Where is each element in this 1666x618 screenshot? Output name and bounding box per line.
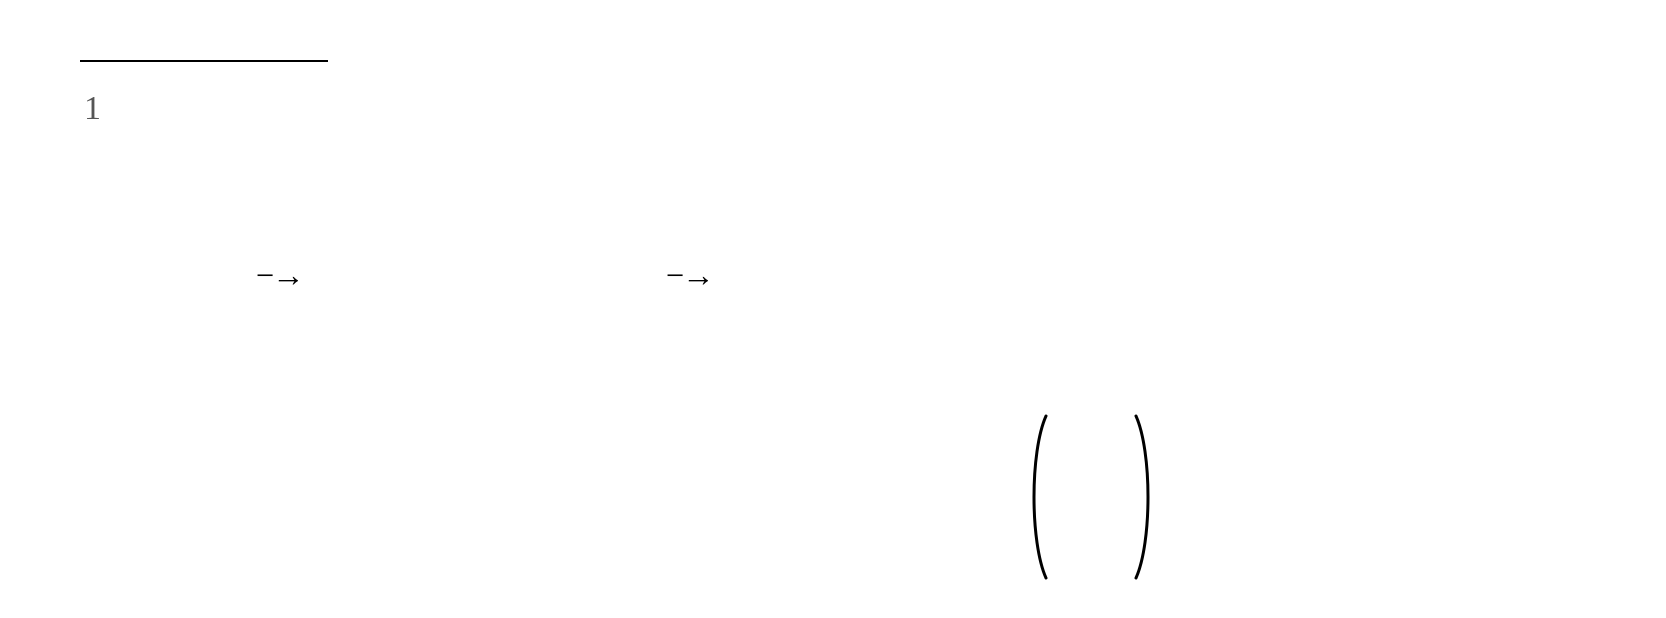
problem-number: 1 (84, 90, 101, 128)
page: 1 −→ −→ (0, 0, 1666, 618)
parts-row: −→ −→ (228, 238, 1528, 298)
horizontal-rule (80, 60, 328, 62)
part-c (1060, 238, 1062, 290)
proj-sub (1060, 261, 1062, 287)
column-vector-d (1026, 412, 1156, 582)
paren-right-icon (1130, 412, 1160, 582)
